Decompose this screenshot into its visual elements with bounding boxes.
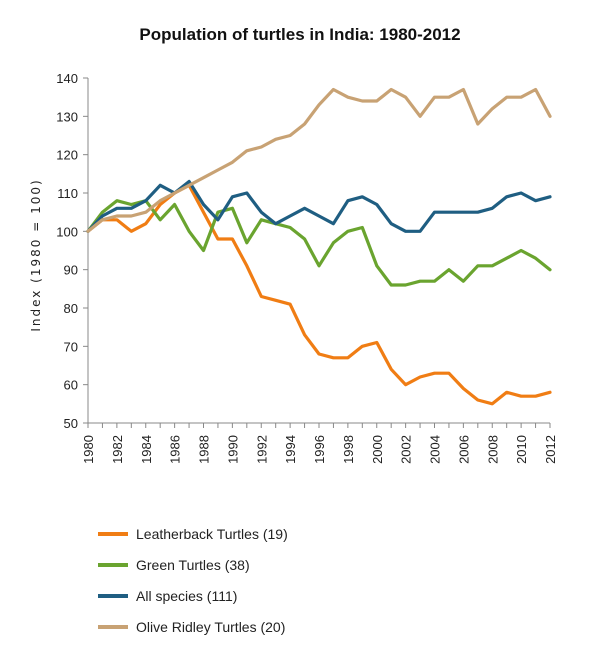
x-tick-label: 2004 <box>428 435 443 464</box>
series-line-2 <box>86 179 552 233</box>
x-tick-label: 2000 <box>370 435 385 464</box>
x-tick-label: 1994 <box>283 435 298 464</box>
y-tick-label: 80 <box>64 301 78 316</box>
y-tick-label: 130 <box>56 109 78 124</box>
x-tick-label: 1996 <box>312 435 327 464</box>
legend-label-1: Green Turtles (38) <box>136 557 250 573</box>
y-tick-label: 110 <box>57 186 78 201</box>
y-tick-label: 60 <box>64 378 78 393</box>
x-tick-label: 1988 <box>197 435 212 464</box>
y-tick-labels: 50 60 70 80 90 100 110 120 130 140 <box>56 71 78 431</box>
x-tick-label: 2008 <box>485 435 500 464</box>
x-tick-label: 1980 <box>81 435 96 464</box>
x-tick-labels: 1980 1982 1984 1986 1988 1990 1992 1994 1996 1998… <box>81 435 558 464</box>
chart-title: Population of turtles in India: 1980-201… <box>139 25 460 44</box>
series-line-3 <box>86 87 552 233</box>
x-tick-label: 1986 <box>168 435 183 464</box>
x-tick-label: 2002 <box>399 435 414 464</box>
axes <box>83 77 551 428</box>
y-tick-label: 50 <box>64 416 78 431</box>
series-line-0 <box>86 183 552 406</box>
x-tick-label: 2006 <box>456 435 471 464</box>
x-tick-label: 1982 <box>110 435 125 464</box>
y-tick-label: 90 <box>64 263 78 278</box>
x-tick-label: 1992 <box>254 435 269 464</box>
x-tick-label: 1984 <box>139 435 154 464</box>
y-tick-label: 100 <box>56 224 78 239</box>
legend-label-0: Leatherback Turtles (19) <box>136 526 288 542</box>
x-tick-label: 1998 <box>341 435 356 464</box>
legend-label-2: All species (111) <box>136 588 237 604</box>
series-line-1 <box>86 199 552 287</box>
x-tick-label: 2012 <box>543 435 558 464</box>
y-axis-label: Index (1980 = 100) <box>29 178 43 331</box>
legend-label-3: Olive Ridley Turtles (20) <box>136 619 285 635</box>
y-tick-label: 70 <box>64 339 78 354</box>
series-lines <box>86 87 552 406</box>
y-tick-label: 140 <box>56 71 78 86</box>
x-tick-label: 2010 <box>514 435 529 464</box>
legend: Leatherback Turtles (19) Green Turtles (3… <box>98 526 288 635</box>
y-tick-label: 120 <box>56 148 78 163</box>
x-tick-label: 1990 <box>225 435 240 464</box>
